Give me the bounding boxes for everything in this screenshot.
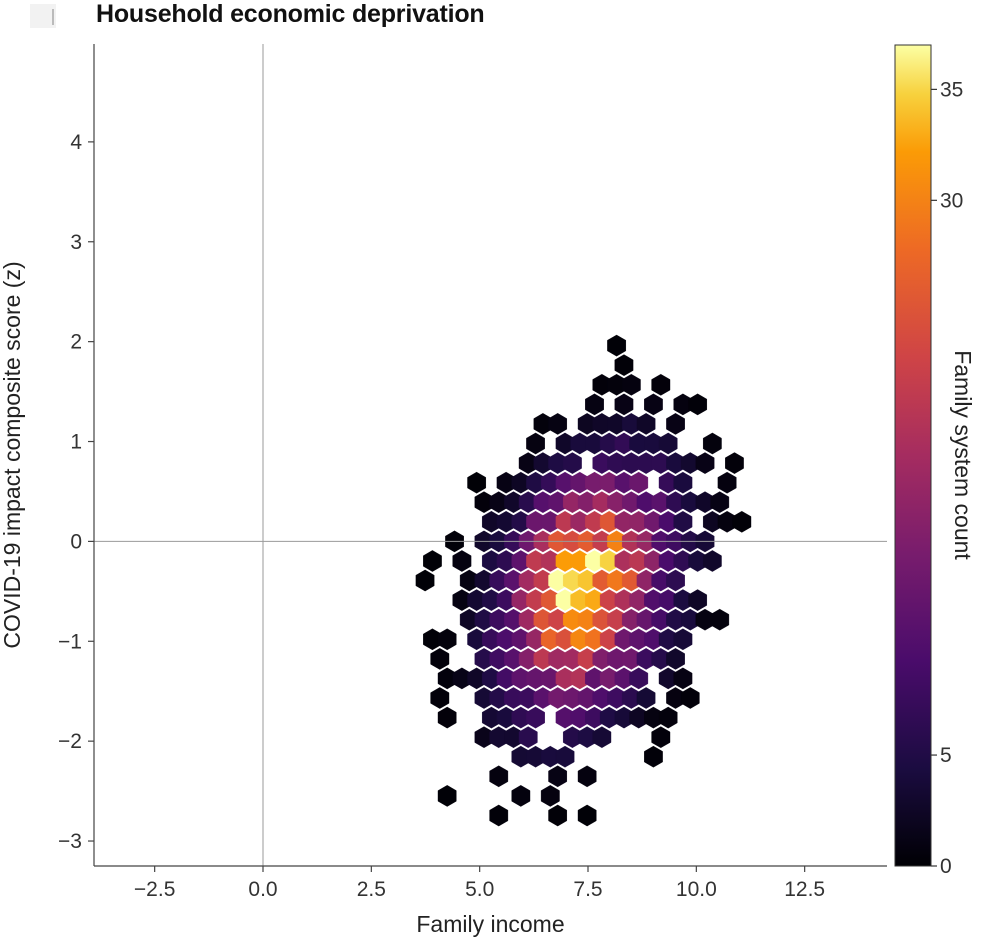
y-tick-label: 0 [70,530,82,553]
hex-cell [636,687,656,709]
hex-cell [614,354,634,377]
hex-cell [563,452,582,474]
hex-cell [430,648,450,670]
hex-cell [688,589,707,611]
y-tick-label: 4 [70,131,82,154]
hex-cell [452,550,472,572]
chart-title: Household economic deprivation [96,0,485,28]
hex-cell [437,706,457,729]
x-tick-label: −2.5 [134,878,175,901]
hex-cell [695,452,715,474]
hex-cell [437,628,457,651]
x-tick-label: 10.0 [676,878,717,901]
hex-cell [658,432,678,455]
hex-cell [651,373,671,396]
hex-cell [680,687,700,709]
hex-cell [467,471,486,494]
x-tick-label: 12.5 [784,878,825,901]
x-tick-label: 0.0 [248,878,277,901]
hex-cell [548,413,567,435]
hex-cell [703,432,722,455]
hex-cell [673,667,693,690]
hex-cell [592,726,612,749]
hex-cell [673,628,693,651]
hex-cell [614,393,634,416]
hex-cell [511,785,531,807]
y-tick-label: −3 [58,830,82,853]
hex-cell [688,393,707,416]
y-tick-label: −2 [58,730,82,753]
hex-cell [489,804,509,827]
y-tick-label: 1 [70,431,82,454]
reference-lines [94,44,887,866]
hex-cell [622,373,641,396]
hex-cell [489,765,509,788]
colorbar-title: Family system count [950,350,976,560]
hex-cell [725,452,744,474]
colorbar-tick-label: 0 [940,855,952,878]
hex-cell [526,432,545,455]
hex-cell [666,648,685,670]
hexbin-cells [415,334,752,827]
y-tick-label: 3 [70,231,82,254]
x-tick-label: 7.5 [573,878,602,901]
hex-cell [629,667,649,690]
hex-cell [673,471,693,494]
y-axis-title: COVID-19 impact composite score (z) [0,261,25,648]
x-tick-label: 5.0 [465,878,494,901]
hex-cell [717,471,737,494]
colorbar-tick-label: 5 [940,744,952,767]
hex-cell [437,785,457,807]
hex-cell [644,393,663,416]
hex-cell [548,765,567,788]
hex-cell [540,785,560,807]
hex-cell [555,745,575,768]
hex-cell [666,569,685,592]
y-tick-label: 2 [70,331,82,354]
hex-cell [577,804,597,827]
hex-cell [423,550,442,572]
hex-cell [732,510,752,533]
hex-cell [658,706,678,729]
hex-cell [585,393,604,416]
x-tick-label: 2.5 [357,878,386,901]
panel-label-divider [52,9,54,25]
hex-cell [548,804,567,827]
hex-cell [607,334,626,357]
colorbar: 0 5 30 35 Family system count [894,44,976,878]
hex-cell [666,413,685,435]
hex-cell [415,569,435,592]
hex-cell [430,687,450,709]
hex-cell [651,726,671,749]
colorbar-gradient [894,44,932,867]
hex-cell [703,550,722,572]
hex-cell [526,706,545,729]
panel-label-box [30,4,56,28]
hex-cell [710,608,730,631]
axes: −2.5 0.0 2.5 5.0 7.5 10.0 12.5 −3 −2 −1 0 1 2 3 4 Famil… [0,44,887,937]
hex-cell [629,471,649,494]
hex-cell [710,491,730,514]
colorbar-tick-label: 30 [940,189,963,212]
hex-cell [577,765,597,788]
hex-cell [644,745,663,768]
hex-cell [673,510,693,533]
hex-cell [518,726,538,749]
hex-cell [636,413,656,435]
colorbar-tick-label: 35 [940,78,963,101]
y-tick-label: −1 [58,630,82,653]
x-axis-title: Family income [416,911,564,937]
